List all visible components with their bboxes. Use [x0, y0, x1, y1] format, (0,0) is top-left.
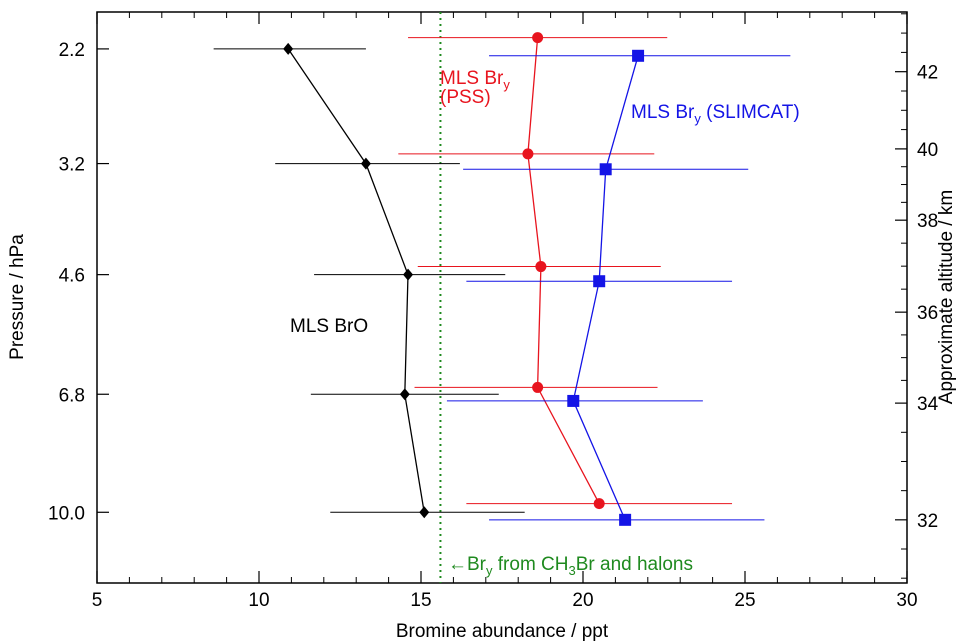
- data-point: [419, 506, 430, 519]
- label-mls-bry-pss-sub: y: [503, 77, 510, 92]
- y-tick-label: 3.2: [59, 155, 85, 176]
- ref-label-br: Br: [467, 554, 487, 575]
- series-0: [213, 42, 525, 519]
- y-tick-label: 4.6: [59, 266, 85, 287]
- ref-label-3: 3: [569, 563, 576, 578]
- data-point: [403, 268, 414, 281]
- y-tick-label: 2.2: [59, 40, 85, 61]
- x-tick-label: 30: [896, 590, 917, 611]
- data-point: [567, 394, 580, 407]
- series-1: [398, 32, 733, 510]
- label-mls-bry-pss: MLS Bry: [440, 68, 510, 92]
- x-tick-label: 5: [92, 590, 103, 611]
- x-axis-label: Bromine abundance / ppt: [396, 621, 609, 642]
- label-bry-reference: ←Bry from CH3Br and halons: [448, 554, 693, 578]
- y-tick-label: 6.8: [59, 385, 85, 406]
- data-point: [599, 163, 612, 176]
- data-point: [399, 388, 410, 401]
- data-point: [522, 148, 534, 160]
- series-2: [446, 49, 791, 526]
- data-point: [593, 275, 606, 288]
- series-line: [287, 48, 425, 513]
- label-mls-bry-slimcat: MLS Bry (SLIMCAT): [631, 102, 800, 126]
- series-group: [213, 32, 791, 526]
- ref-label-from: from CH: [493, 554, 569, 575]
- y-right-tick-label: 36: [917, 303, 938, 324]
- label-mls-bry-slimcat-sub: y: [694, 111, 701, 126]
- data-point: [532, 32, 544, 44]
- data-point: [593, 498, 605, 510]
- x-tick-label: 20: [572, 590, 593, 611]
- x-tick-label: 25: [734, 590, 755, 611]
- data-point: [283, 42, 294, 55]
- data-point: [619, 513, 632, 526]
- ref-arrow: ←: [448, 554, 467, 575]
- y-axis-label: Pressure / hPa: [7, 234, 28, 360]
- label-mls-bro: MLS BrO: [290, 316, 368, 337]
- label-mls-bry-pss-line2: (PSS): [440, 87, 491, 108]
- plot-frame: [96, 11, 908, 584]
- data-point: [632, 49, 645, 62]
- data-point: [535, 261, 547, 273]
- data-point: [532, 381, 544, 393]
- label-mls-bry-slimcat-main: MLS Br: [631, 102, 695, 123]
- axes-group: 5 10 15 20 25 30 2.2 3.2 4.6 6.8 10.0 32 34 36 38 40 42: [48, 12, 939, 611]
- x-tick-label: 15: [410, 590, 431, 611]
- y-right-tick-label: 38: [917, 211, 938, 232]
- label-mls-bry-pss-main: MLS Br: [440, 68, 504, 89]
- y-right-axis-label: Approximate altitude / km: [936, 190, 957, 404]
- data-point: [360, 157, 371, 170]
- y-right-tick-label: 32: [917, 511, 938, 532]
- y-right-tick-label: 40: [917, 140, 938, 161]
- ref-label-rest: Br and halons: [576, 554, 693, 575]
- label-mls-bry-slimcat-suffix: (SLIMCAT): [701, 102, 800, 123]
- ref-label-y: y: [486, 563, 493, 578]
- y-right-tick-label: 42: [917, 63, 938, 84]
- x-tick-label: 10: [248, 590, 269, 611]
- y-tick-label: 10.0: [48, 503, 85, 524]
- y-right-tick-label: 34: [917, 394, 939, 415]
- series-line: [572, 55, 639, 521]
